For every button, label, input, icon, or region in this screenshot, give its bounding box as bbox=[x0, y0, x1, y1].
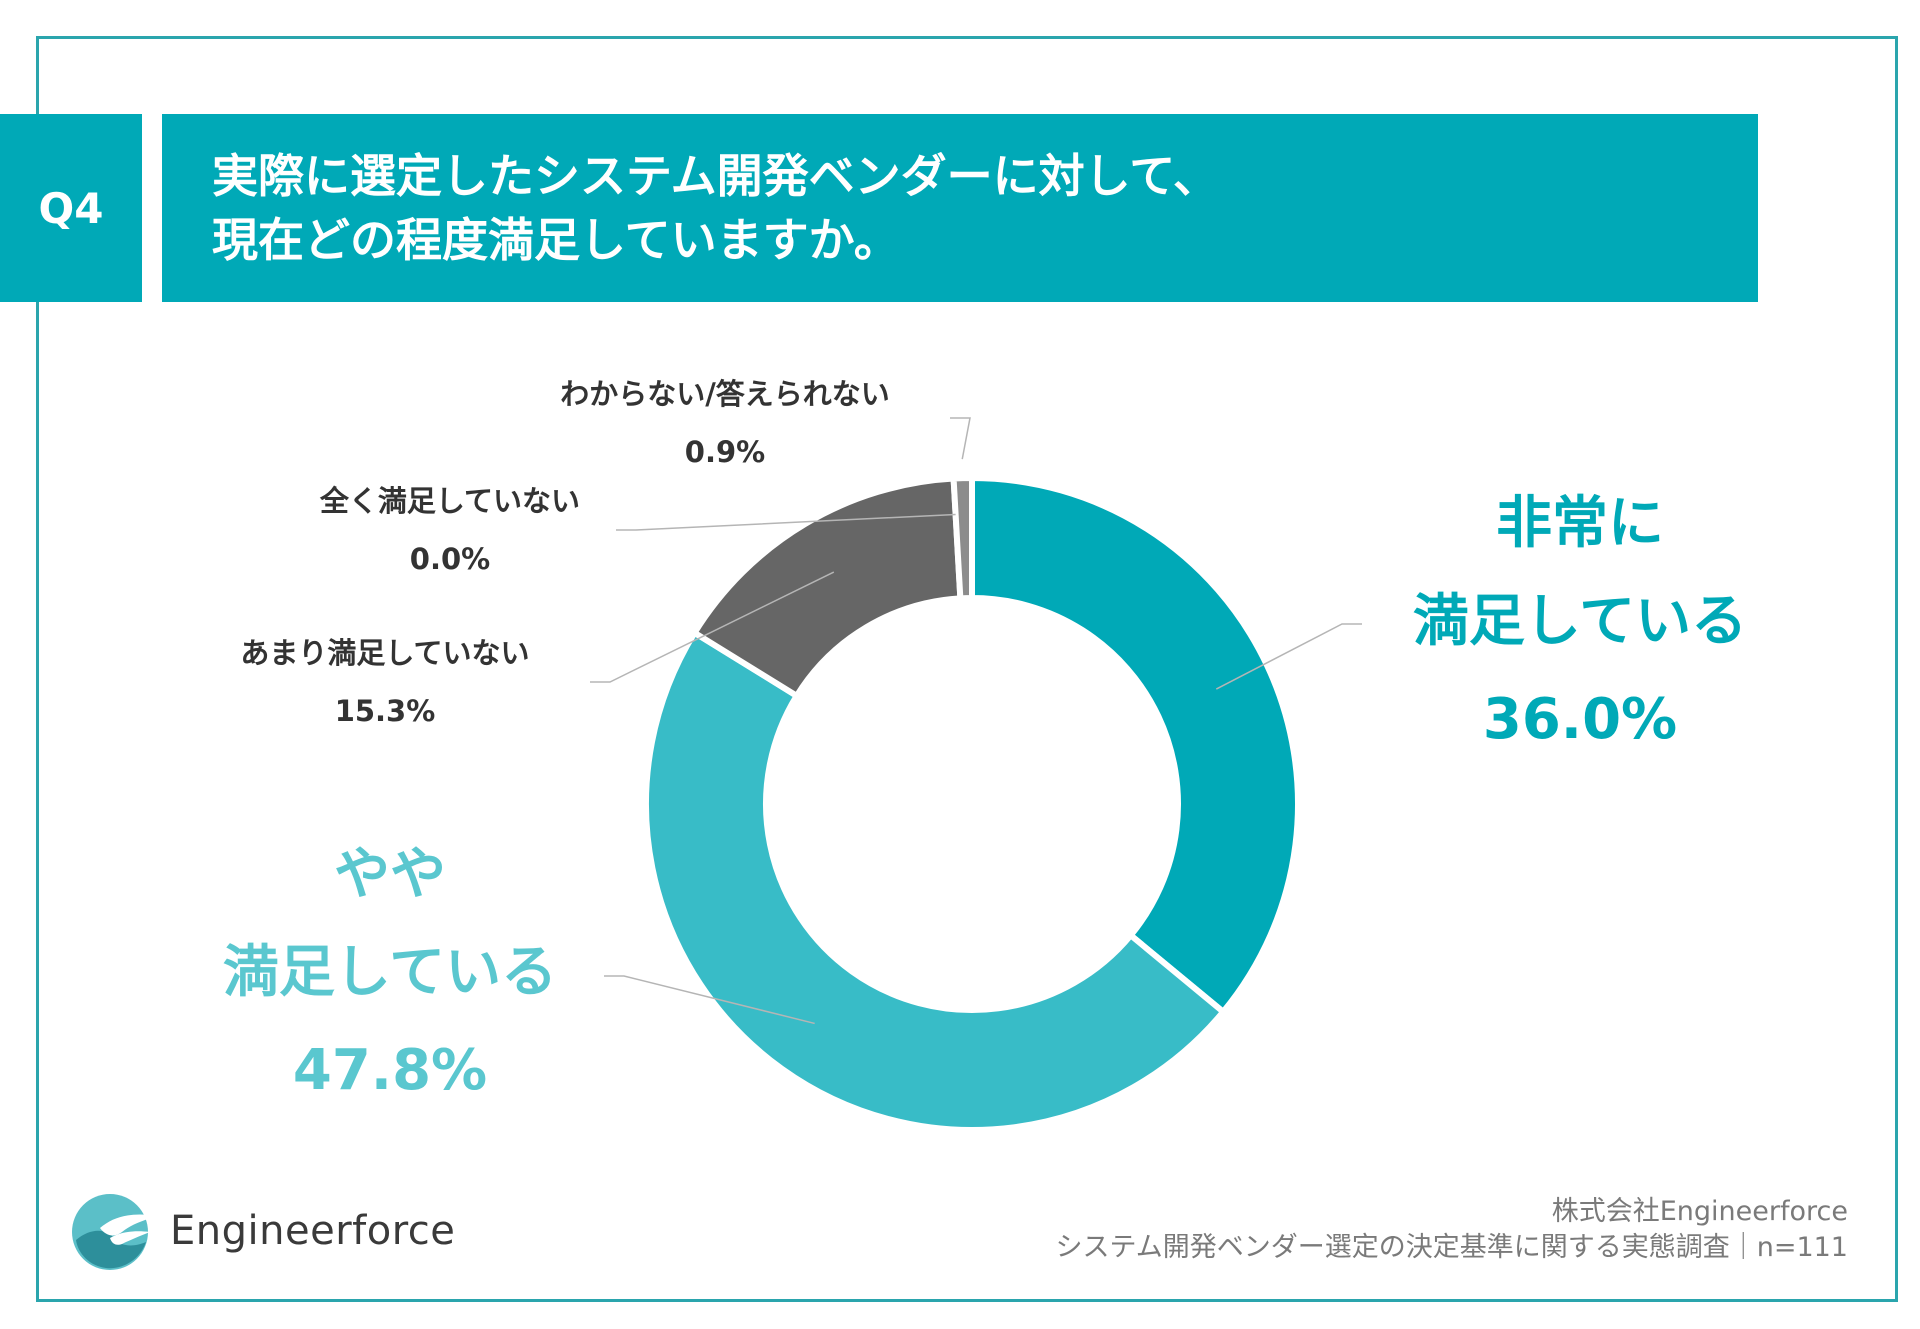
question-title-line-1: 実際に選定したシステム開発ベンダーに対して、 bbox=[212, 149, 1219, 203]
label-dont-know-pct: 0.9% bbox=[684, 435, 766, 469]
label-not-very-satisfied: あまり満足していない 15.3% bbox=[190, 624, 580, 740]
leader-very-satisfied bbox=[1215, 623, 1362, 690]
footer-survey-info: システム開発ベンダー選定の決定基準に関する実態調査｜n=111 bbox=[1055, 1232, 1848, 1263]
engineerforce-logo: Engineerforce bbox=[70, 1188, 455, 1274]
leader-dont-know bbox=[950, 417, 971, 460]
label-not-very-satisfied-pct: 15.3% bbox=[334, 694, 436, 728]
outer-frame bbox=[36, 36, 1898, 1302]
leader-not-at-all-satisfied bbox=[616, 513, 956, 531]
slice-dont-know bbox=[950, 474, 975, 602]
label-dont-know-line1: わからない/答えられない bbox=[560, 377, 890, 411]
label-somewhat-satisfied-pct: 47.8% bbox=[292, 1038, 488, 1103]
logo-wordmark: Engineerforce bbox=[170, 1208, 456, 1254]
logo-wave-icon bbox=[72, 1194, 158, 1270]
label-very-satisfied-line1: 非常に bbox=[1496, 491, 1664, 556]
slice-very-satisfied bbox=[969, 474, 1301, 1017]
label-somewhat-satisfied: やや 満足している 47.8% bbox=[190, 826, 590, 1120]
label-not-very-satisfied-line1: あまり満足していない bbox=[240, 636, 530, 670]
label-very-satisfied: 非常に 満足している 36.0% bbox=[1380, 475, 1780, 769]
leader-somewhat-satisfied bbox=[604, 975, 815, 1025]
label-somewhat-satisfied-line2: 満足している bbox=[222, 940, 558, 1005]
label-not-at-all-satisfied: 全く満足していない 0.0% bbox=[250, 472, 650, 588]
source-footer: 株式会社Engineerforce システム開発ベンダー選定の決定基準に関する実… bbox=[1056, 1194, 1848, 1266]
label-very-satisfied-line2: 満足している bbox=[1412, 589, 1748, 654]
label-not-at-all-satisfied-pct: 0.0% bbox=[409, 542, 491, 576]
question-number-badge: Q4 bbox=[0, 114, 142, 302]
question-title-bar: 実際に選定したシステム開発ベンダーに対して、 現在どの程度満足していますか。 bbox=[162, 114, 1758, 302]
label-somewhat-satisfied-line1: やや bbox=[334, 842, 446, 907]
label-dont-know: わからない/答えられない 0.9% bbox=[500, 365, 950, 481]
label-very-satisfied-pct: 36.0% bbox=[1482, 687, 1678, 752]
leader-not-very-satisfied bbox=[590, 571, 835, 683]
footer-company: 株式会社Engineerforce bbox=[1551, 1196, 1848, 1227]
question-title-line-2: 現在どの程度満足していますか。 bbox=[212, 213, 900, 267]
label-not-at-all-satisfied-line1: 全く満足していない bbox=[319, 484, 581, 518]
slice-somewhat-satisfied bbox=[643, 628, 1228, 1133]
